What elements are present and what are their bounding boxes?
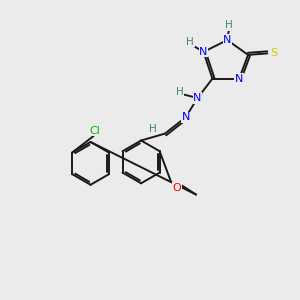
Text: N: N: [182, 112, 190, 122]
Text: H: H: [176, 87, 184, 97]
Text: O: O: [172, 183, 181, 193]
Text: H: H: [225, 20, 232, 30]
Text: Cl: Cl: [90, 126, 101, 136]
Text: N: N: [235, 74, 243, 84]
Text: N: N: [199, 47, 208, 57]
Text: S: S: [270, 48, 278, 59]
Text: N: N: [194, 93, 202, 103]
Text: H: H: [186, 37, 194, 46]
Text: N: N: [223, 35, 232, 45]
Text: H: H: [149, 124, 157, 134]
